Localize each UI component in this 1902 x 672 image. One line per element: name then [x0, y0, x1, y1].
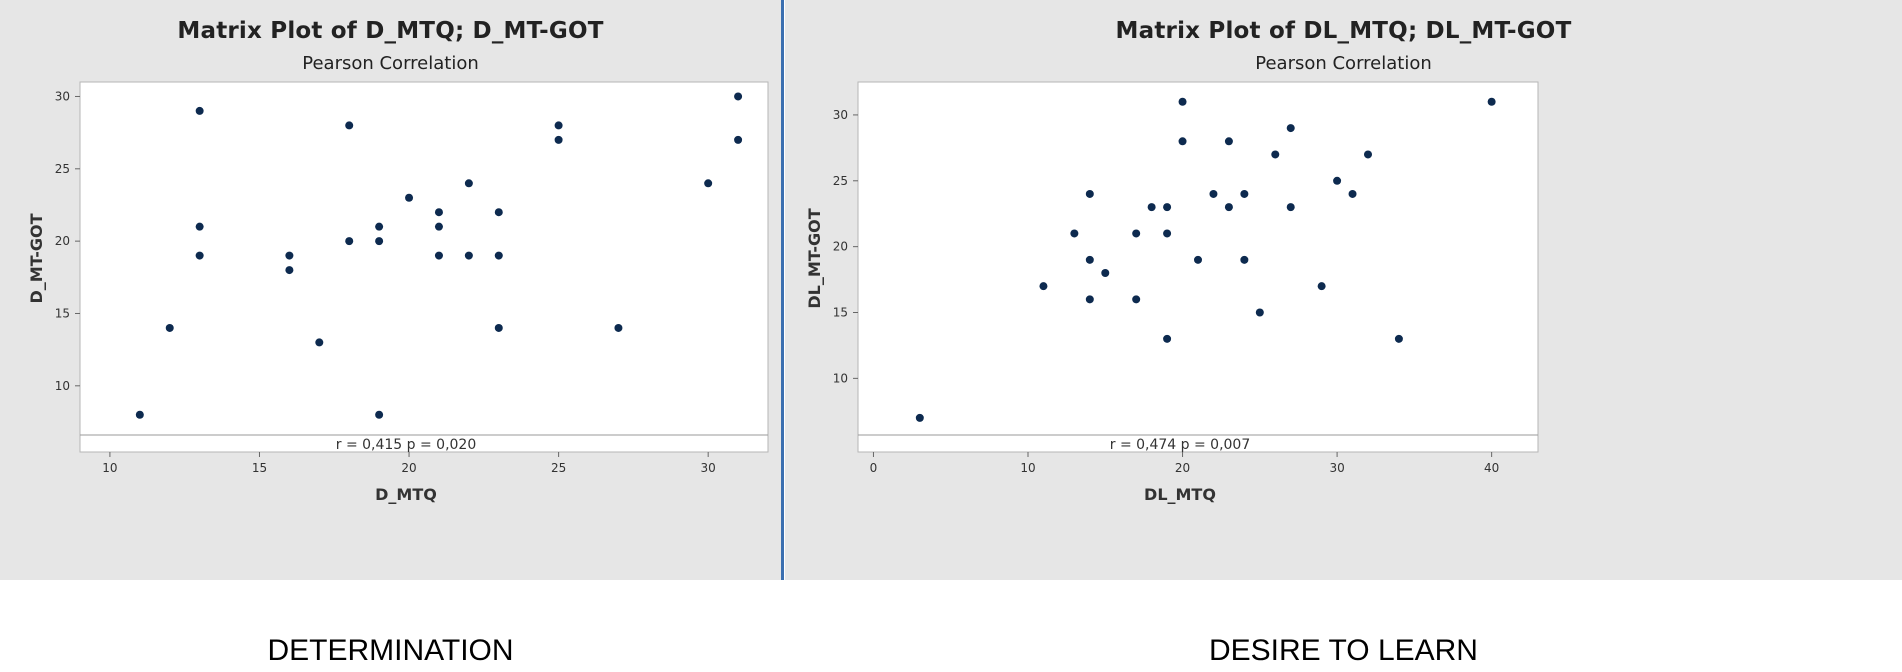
data-point [1209, 189, 1218, 198]
data-point [195, 251, 204, 260]
data-point [1240, 189, 1249, 198]
y-tick-label: 15 [55, 306, 70, 320]
x-tick-label: 25 [551, 461, 566, 475]
x-tick-label: 10 [102, 461, 117, 475]
data-point [554, 135, 563, 144]
scatter-plot: r = 0,415 p = 0,020 10 15 20 25 30 10 15 20 25 30 D… [27, 81, 769, 504]
plot-area [857, 81, 1539, 453]
figure-caption: DETERMINATION [267, 634, 514, 667]
data-point [1487, 97, 1496, 106]
y-tick-label: 10 [833, 371, 848, 385]
chart-subtitle: Pearson Correlation [1255, 53, 1432, 74]
panel-divider [781, 0, 784, 580]
y-tick-label: 30 [55, 89, 70, 103]
data-point [434, 222, 443, 231]
chart-title: Matrix Plot of D_MTQ; D_MT-GOT [177, 18, 604, 44]
x-tick-label: 15 [252, 461, 267, 475]
data-point [1085, 189, 1094, 198]
data-point [1132, 295, 1141, 304]
y-tick-label: 10 [55, 379, 70, 393]
data-point [1163, 229, 1172, 238]
y-tick-label: 20 [833, 240, 848, 254]
data-point [494, 323, 503, 332]
data-point [375, 222, 384, 231]
data-point [1147, 203, 1156, 212]
x-axis-label: D_MTQ [375, 485, 437, 504]
scatter-plot: r = 0,474 p = 0,007 0 10 20 30 40 10 15 20 25 30 DL… [805, 81, 1539, 504]
x-tick-label: 40 [1484, 461, 1499, 475]
x-tick-label: 20 [1175, 461, 1190, 475]
data-point [1132, 229, 1141, 238]
data-point [1286, 124, 1295, 133]
x-tick-label: 30 [1329, 461, 1344, 475]
data-point [1070, 229, 1079, 238]
data-point [1240, 255, 1249, 264]
data-point [1085, 295, 1094, 304]
y-tick-label: 25 [833, 174, 848, 188]
y-tick-label: 20 [55, 234, 70, 248]
data-point [165, 323, 174, 332]
y-axis-label: DL_MT-GOT [805, 208, 824, 308]
correlation-annotation: r = 0,474 p = 0,007 [1110, 437, 1251, 453]
figure-caption: DESIRE TO LEARN [1209, 634, 1478, 667]
data-point [1163, 203, 1172, 212]
data-point [1317, 282, 1326, 291]
data-point [375, 237, 384, 246]
chart-panel-desire-to-learn: Matrix Plot of DL_MTQ; DL_MT-GOT Pearson… [785, 0, 1902, 580]
data-point [135, 410, 144, 419]
data-point [1333, 176, 1342, 185]
data-point [1178, 137, 1187, 146]
data-point [1394, 334, 1403, 343]
data-point [1085, 255, 1094, 264]
data-point [434, 208, 443, 217]
data-point [734, 92, 743, 101]
data-point [1163, 334, 1172, 343]
data-point [1224, 137, 1233, 146]
data-point [1224, 203, 1233, 212]
data-point [614, 323, 623, 332]
data-point [1271, 150, 1280, 159]
data-point [285, 266, 294, 275]
chart-subtitle: Pearson Correlation [302, 53, 479, 74]
y-axis-label: D_MT-GOT [27, 213, 46, 303]
data-point [494, 208, 503, 217]
x-tick-label: 30 [701, 461, 716, 475]
correlation-annotation: r = 0,415 p = 0,020 [336, 437, 477, 453]
data-point [494, 251, 503, 260]
x-tick-label: 10 [1020, 461, 1035, 475]
data-point [1348, 189, 1357, 198]
x-tick-label: 20 [401, 461, 416, 475]
data-point [1101, 268, 1110, 277]
data-point [345, 121, 354, 130]
data-point [405, 193, 414, 202]
data-point [704, 179, 713, 188]
data-point [1194, 255, 1202, 264]
data-point [1255, 308, 1264, 317]
chart-title: Matrix Plot of DL_MTQ; DL_MT-GOT [1115, 18, 1572, 44]
data-point [464, 179, 473, 188]
data-point [1286, 203, 1295, 212]
data-point [345, 237, 354, 246]
chart-panel-determination: Matrix Plot of D_MTQ; D_MT-GOT Pearson C… [0, 0, 781, 580]
y-tick-label: 25 [55, 162, 70, 176]
data-point [1364, 150, 1372, 159]
data-point [915, 413, 924, 422]
data-point [464, 251, 473, 260]
data-point [375, 410, 384, 419]
data-point [315, 338, 324, 347]
y-tick-label: 30 [833, 108, 848, 122]
data-point [1178, 97, 1187, 106]
data-point [434, 251, 443, 260]
x-axis-label: DL_MTQ [1144, 485, 1216, 504]
data-point [285, 251, 294, 260]
data-point [554, 121, 563, 130]
data-point [1039, 282, 1048, 291]
plot-area [79, 81, 769, 453]
data-point [195, 222, 204, 231]
data-point [195, 106, 204, 115]
data-point [734, 135, 743, 144]
x-tick-label: 0 [870, 461, 878, 475]
y-tick-label: 15 [833, 306, 848, 320]
